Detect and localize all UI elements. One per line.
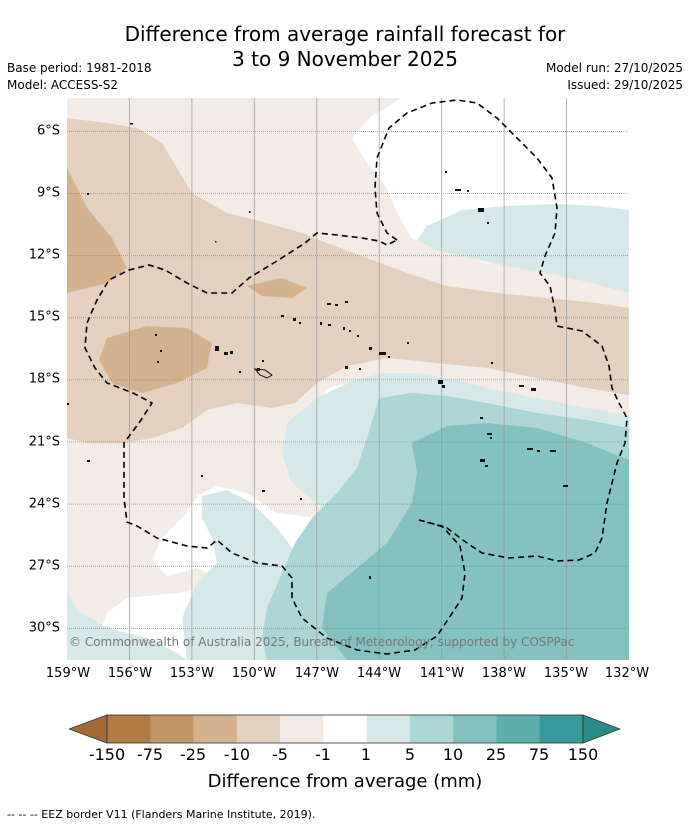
colorbar-band: [539, 715, 584, 743]
lon-tick: 138°W: [481, 666, 527, 681]
colorbar-tick: -10: [223, 745, 251, 764]
lon-tick: 135°W: [543, 666, 589, 681]
graticule: [67, 98, 629, 660]
chart-title: Difference from average rainfall forecas…: [0, 22, 690, 72]
colorbar-tick: -150: [88, 745, 126, 764]
eez-borders: [84, 99, 628, 655]
eez-legend: -- -- -- EEZ border V11 (Flanders Marine…: [7, 808, 316, 821]
lat-tick: 15°S: [28, 309, 60, 325]
colorbar-band: [150, 715, 194, 743]
lat-tick: 30°S: [28, 620, 60, 636]
colorbar-tick: -5: [272, 745, 288, 764]
lon-tick: 153°W: [169, 666, 215, 681]
band-dry-strong: [67, 168, 127, 293]
base-period: Base period: 1981-2018: [7, 61, 152, 75]
lat-tick: 12°S: [28, 247, 60, 263]
colorbar-band: [193, 715, 238, 743]
colorbar-tick: -25: [179, 745, 207, 764]
lon-tick: 144°W: [356, 666, 402, 681]
lon-tick: 156°W: [107, 666, 153, 681]
colorbar-band: [280, 715, 324, 743]
colorbar: [69, 714, 621, 744]
colorbar-frame: [106, 714, 584, 744]
band-neutral-top: [367, 98, 629, 228]
colorbar-label: Difference from average (mm): [207, 771, 483, 792]
lat-tick: 6°S: [36, 123, 60, 139]
colorbar-band: [409, 715, 454, 743]
band-dry-strong-centre: [99, 326, 212, 393]
colorbar-band: [236, 715, 281, 743]
colorbar-band: [107, 715, 151, 743]
island-outline: [253, 368, 273, 379]
lon-tick: 132°W: [604, 666, 650, 681]
lon-tick: 147°W: [294, 666, 340, 681]
rainfall-map: © Commonwealth of Australia 2025, Bureau…: [67, 98, 629, 660]
lat-tick: 21°S: [28, 434, 60, 450]
colorbar-tick: 150: [567, 745, 599, 764]
colorbar-max-extension: [582, 714, 621, 744]
lat-tick: 24°S: [28, 496, 60, 512]
colorbar-tick: 5: [404, 745, 416, 764]
band-wet-light-top: [417, 204, 629, 293]
model-run: Model run: 27/10/2025: [545, 61, 683, 75]
issued-date: Issued: 29/10/2025: [567, 78, 683, 92]
meta-right: Model run: 27/10/2025 Issued: 29/10/2025: [546, 60, 683, 94]
lon-tick: 141°W: [419, 666, 465, 681]
colorbar-band: [366, 715, 411, 743]
band-wet-strong: [322, 423, 629, 660]
colorbar-tick: -75: [136, 745, 164, 764]
model-name: Model: ACCESS-S2: [7, 78, 119, 92]
colorbar-tick: 1: [360, 745, 372, 764]
lon-tick: 150°W: [231, 666, 277, 681]
colorbar-band: [496, 715, 541, 743]
band-dry-strong-small: [247, 278, 307, 298]
copyright-notice: © Commonwealth of Australia 2025, Bureau…: [69, 635, 574, 649]
lat-tick: 9°S: [36, 185, 60, 201]
colorbar-tick: 10: [442, 745, 464, 764]
colorbar-tick: 75: [528, 745, 550, 764]
colorbar-band: [453, 715, 497, 743]
title-line-1: Difference from average rainfall forecas…: [124, 22, 566, 46]
band-wet-light-corner: [67, 590, 187, 660]
colorbar-band: [323, 715, 367, 743]
meta-left: Base period: 1981-2018 Model: ACCESS-S2: [7, 60, 152, 94]
lat-tick: 18°S: [28, 371, 60, 387]
colorbar-tick: -1: [315, 745, 331, 764]
lat-tick: 27°S: [28, 558, 60, 574]
colorbar-min-extension: [69, 714, 108, 744]
title-line-2: 3 to 9 November 2025: [232, 47, 458, 71]
lon-tick: 159°W: [45, 666, 91, 681]
colorbar-tick: 25: [485, 745, 507, 764]
